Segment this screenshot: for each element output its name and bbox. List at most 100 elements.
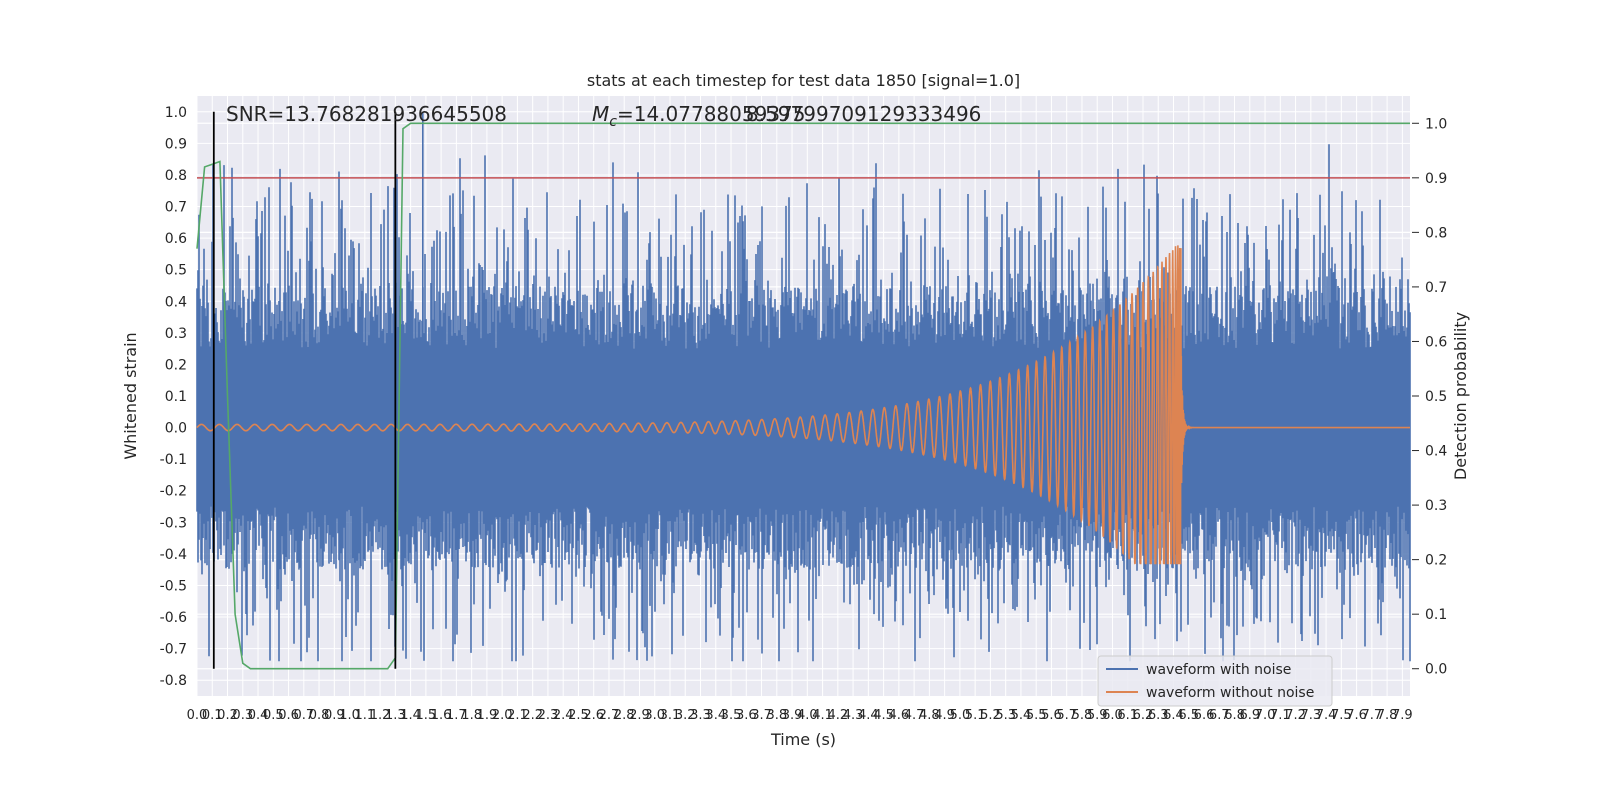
series-detection-probability [196,122,1410,670]
x-tick-label: 5.9 [1087,708,1108,723]
x-tick-label: 4.5 [873,708,894,723]
x-tick-label: 3.9 [782,708,803,723]
y-tick-label: 0.2 [165,357,187,373]
y-tick-label: 0.3 [165,326,187,342]
x-tick-label: 5.6 [1041,708,1062,723]
x-tick-label: 4.1 [812,708,833,723]
x-tick-label: 6.6 [1194,708,1215,723]
chirp-mass-value: =14.07788059375 [617,102,806,126]
x-tick-label: 7.8 [1377,708,1398,723]
x-tick-label: 4.0 [797,708,818,723]
y-tick-label: 0.0 [165,421,187,437]
y-tick-label: -0.8 [160,673,187,689]
x-tick-label: 0.9 [324,708,345,723]
x-tick-label: 5.0 [950,708,971,723]
x-tick-label: 6.9 [1239,708,1260,723]
x-tick-label: 4.9 [934,708,955,723]
x-tick-label: 0.4 [248,708,269,723]
y-tick-label-right: 0.5 [1425,389,1447,405]
legend-label-noisy: waveform with noise [1146,662,1291,678]
y-tick-label: 0.6 [165,231,187,247]
y-tick-label: 0.9 [165,136,187,152]
y-tick-label: -0.6 [160,610,187,626]
x-tick-label: 7.5 [1331,708,1352,723]
y-tick-label: 0.1 [165,389,187,405]
x-tick-label: 1.8 [461,708,482,723]
x-tick-label: 1.5 [416,708,437,723]
y-tick-label: -0.4 [160,547,187,563]
x-tick-label: 5.4 [1011,708,1032,723]
y-tick-label: 0.7 [165,200,187,216]
x-axis-label: Time (s) [770,730,836,749]
x-tick-label: 1.3 [385,708,406,723]
x-tick-label: 3.3 [690,708,711,723]
x-tick-label: 5.8 [1072,708,1093,723]
y-tick-label: 0.8 [165,168,187,184]
x-tick-label: 4.7 [904,708,925,723]
x-tick-label: 6.0 [1102,708,1123,723]
x-tick-label: 5.5 [1026,708,1047,723]
x-tick-label: 2.5 [568,708,589,723]
legend-label-clean: waveform without noise [1146,685,1314,701]
x-tick-label: 5.1 [965,708,986,723]
x-tick-label: 4.8 [919,708,940,723]
x-tick-label: 2.8 [614,708,635,723]
axes: 0.00.10.20.30.40.50.60.70.80.91.01.11.21… [160,105,1448,723]
x-tick-label: 7.2 [1285,708,1306,723]
x-tick-label: 2.9 [629,708,650,723]
x-tick-label: 6.4 [1163,708,1184,723]
x-tick-label: 0.6 [278,708,299,723]
x-tick-label: 0.8 [309,708,330,723]
y-tick-label-right: 0.8 [1425,225,1447,241]
x-tick-label: 7.3 [1300,708,1321,723]
x-tick-label: 2.6 [583,708,604,723]
x-tick-label: 3.8 [766,708,787,723]
x-tick-label: 7.7 [1362,708,1383,723]
x-tick-label: 3.7 [751,708,772,723]
y-tick-label-right: 0.7 [1425,280,1447,296]
y-tick-label-right: 0.3 [1425,498,1447,514]
x-tick-label: 2.3 [538,708,559,723]
x-tick-label: 2.4 [553,708,574,723]
y-tick-label-right: 0.9 [1425,171,1447,187]
x-tick-label: 1.2 [370,708,391,723]
x-tick-label: 1.1 [354,708,375,723]
y-tick-label-right: 0.4 [1425,444,1447,460]
x-tick-label: 7.0 [1255,708,1276,723]
x-tick-label: 3.2 [675,708,696,723]
y-tick-label: -0.1 [160,452,187,468]
y-tick-label-right: 0.1 [1425,607,1447,623]
y-axis-label-right: Detection probability [1451,312,1470,480]
x-tick-label: 6.2 [1133,708,1154,723]
x-tick-label: 1.7 [446,708,467,723]
snr-annotation: SNR=13.768281936645508 [226,102,507,126]
overlap-annotation: 8.59799709129333496 [746,102,981,126]
y-tick-label: -0.7 [160,642,187,658]
x-tick-label: 2.7 [599,708,620,723]
x-tick-label: 7.9 [1392,708,1413,723]
chirp-mass-annotation: Mc=14.07788059375 [592,102,806,130]
chirp-mass-symbol: M [592,102,609,126]
x-tick-label: 3.5 [721,708,742,723]
y-tick-label: -0.3 [160,515,187,531]
y-tick-label-right: 0.6 [1425,334,1447,350]
x-tick-label: 6.8 [1224,708,1245,723]
y-tick-label: -0.2 [160,484,187,500]
x-tick-label: 2.1 [507,708,528,723]
x-tick-label: 1.4 [400,708,421,723]
x-tick-label: 3.4 [705,708,726,723]
x-tick-label: 5.7 [1056,708,1077,723]
y-tick-label-right: 0.0 [1425,662,1447,678]
x-tick-label: 7.4 [1316,708,1337,723]
legend-box [1097,655,1333,707]
chirp-mass-subscript: c [609,114,617,130]
x-tick-label: 7.1 [1270,708,1291,723]
x-tick-label: 3.6 [736,708,757,723]
x-tick-label: 3.1 [660,708,681,723]
y-tick-label: 1.0 [165,105,187,121]
x-tick-label: 0.1 [202,708,223,723]
x-tick-label: 4.6 [889,708,910,723]
x-tick-label: 6.1 [1117,708,1138,723]
y-tick-label: 0.4 [165,294,187,310]
